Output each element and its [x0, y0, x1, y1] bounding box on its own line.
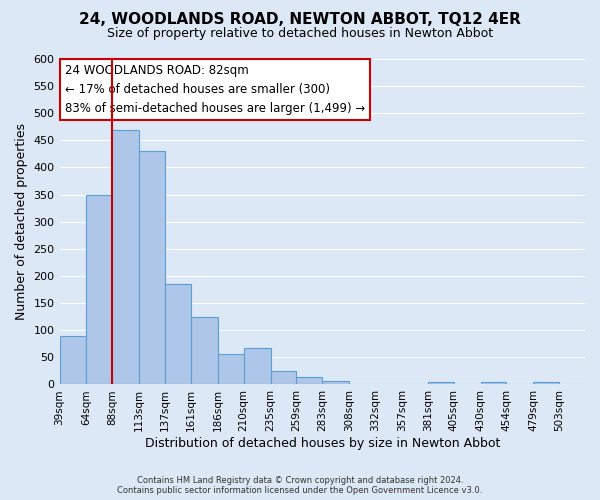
Bar [244, 348, 271, 385]
Text: 24 WOODLANDS ROAD: 82sqm
← 17% of detached houses are smaller (300)
83% of semi-: 24 WOODLANDS ROAD: 82sqm ← 17% of detach… [65, 64, 365, 115]
Bar [428, 382, 454, 384]
Bar [112, 130, 139, 384]
Text: 24, WOODLANDS ROAD, NEWTON ABBOT, TQ12 4ER: 24, WOODLANDS ROAD, NEWTON ABBOT, TQ12 4… [79, 12, 521, 28]
Text: Contains HM Land Registry data © Crown copyright and database right 2024.
Contai: Contains HM Land Registry data © Crown c… [118, 476, 482, 495]
Bar [218, 354, 244, 384]
Bar [165, 284, 191, 384]
Bar [296, 378, 322, 384]
Bar [139, 151, 165, 384]
Bar [533, 382, 559, 384]
Bar [191, 317, 218, 384]
Bar [322, 380, 349, 384]
Bar [59, 336, 86, 384]
Y-axis label: Number of detached properties: Number of detached properties [15, 123, 28, 320]
Bar [271, 372, 296, 384]
Text: Size of property relative to detached houses in Newton Abbot: Size of property relative to detached ho… [107, 28, 493, 40]
Bar [86, 194, 112, 384]
Bar [481, 382, 506, 384]
X-axis label: Distribution of detached houses by size in Newton Abbot: Distribution of detached houses by size … [145, 437, 500, 450]
